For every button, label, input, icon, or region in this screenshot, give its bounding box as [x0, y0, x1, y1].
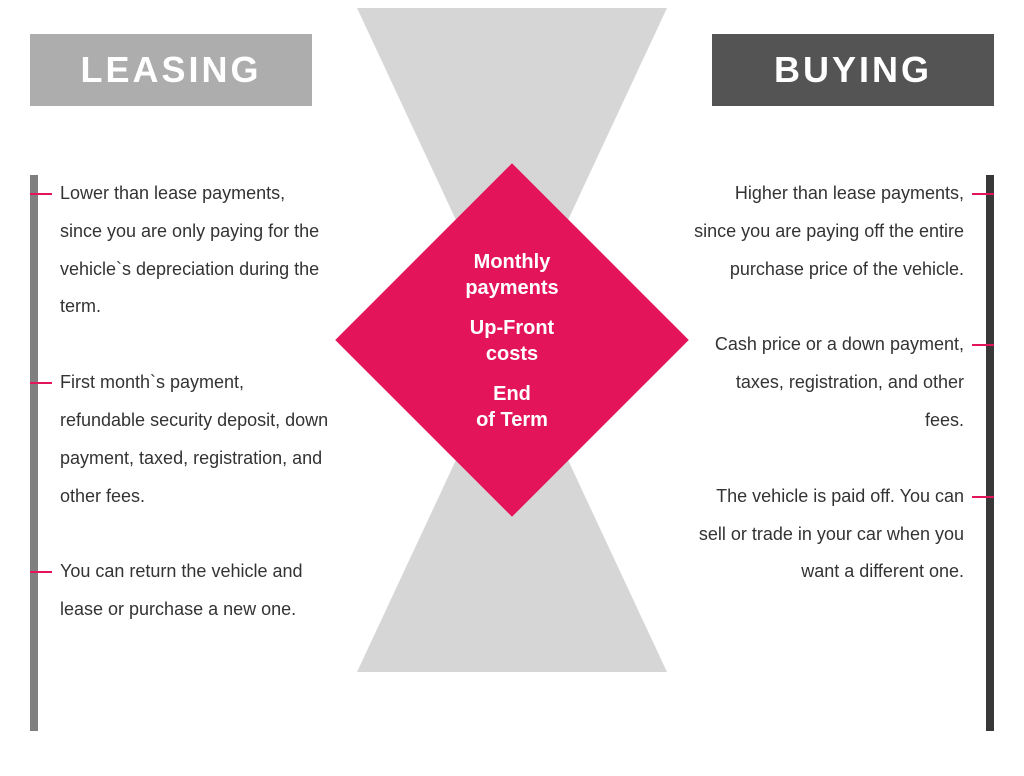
label-end-of-term: End of Term — [382, 381, 642, 433]
accent-tick-icon — [972, 496, 994, 498]
leasing-item-text: You can return the vehicle and lease or … — [60, 561, 303, 619]
buying-column: Higher than lease payments, since you ar… — [694, 175, 964, 629]
label-line: of Term — [382, 407, 642, 433]
buying-header: BUYING — [712, 34, 994, 106]
accent-tick-icon — [972, 193, 994, 195]
accent-tick-icon — [972, 344, 994, 346]
label-line: Monthly — [382, 249, 642, 275]
buying-item-text: Higher than lease payments, since you ar… — [694, 183, 964, 279]
buying-item-monthly: Higher than lease payments, since you ar… — [694, 175, 964, 288]
accent-tick-icon — [30, 571, 52, 573]
comparison-infographic: LEASING BUYING Monthly payments Up-Front… — [0, 0, 1024, 776]
buying-side-bar — [986, 175, 994, 731]
leasing-item-text: Lower than lease payments, since you are… — [60, 183, 319, 316]
label-line: costs — [382, 341, 642, 367]
buying-header-text: BUYING — [774, 49, 932, 91]
center-diamond-labels: Monthly payments Up-Front costs End of T… — [382, 235, 642, 447]
leasing-item-upfront: First month`s payment, refundable securi… — [60, 364, 330, 515]
buying-item-endterm: The vehicle is paid off. You can sell or… — [694, 478, 964, 591]
leasing-item-endterm: You can return the vehicle and lease or … — [60, 553, 330, 629]
leasing-side-bar — [30, 175, 38, 731]
buying-item-text: Cash price or a down payment, taxes, reg… — [715, 334, 964, 430]
leasing-column: Lower than lease payments, since you are… — [60, 175, 330, 667]
accent-tick-icon — [30, 193, 52, 195]
leasing-item-text: First month`s payment, refundable securi… — [60, 372, 328, 505]
label-upfront-costs: Up-Front costs — [382, 315, 642, 367]
buying-item-upfront: Cash price or a down payment, taxes, reg… — [694, 326, 964, 439]
leasing-header-text: LEASING — [80, 49, 261, 91]
accent-tick-icon — [30, 382, 52, 384]
label-line: End — [382, 381, 642, 407]
label-monthly-payments: Monthly payments — [382, 249, 642, 301]
buying-item-text: The vehicle is paid off. You can sell or… — [699, 486, 964, 582]
label-line: Up-Front — [382, 315, 642, 341]
leasing-item-monthly: Lower than lease payments, since you are… — [60, 175, 330, 326]
leasing-header: LEASING — [30, 34, 312, 106]
label-line: payments — [382, 275, 642, 301]
